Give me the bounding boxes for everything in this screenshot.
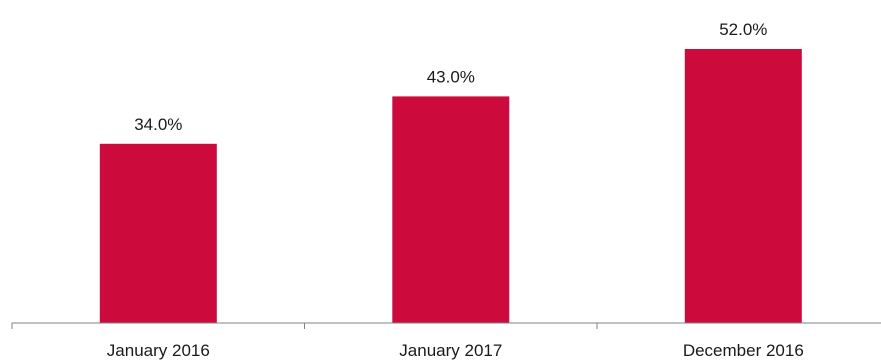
x-tick-label-2: January 2017 (399, 341, 502, 360)
bars-group (99, 49, 802, 324)
bar-2 (392, 96, 510, 324)
bar-1 (99, 143, 217, 323)
bar-3 (684, 49, 802, 323)
x-tick-labels-group: January 2016 January 2017 December 2016 (107, 341, 804, 360)
x-tick-label-3: December 2016 (683, 341, 804, 360)
x-tick-label-1: January 2016 (107, 341, 210, 360)
value-label-2: 43.0% (427, 67, 475, 86)
value-labels-group: 34.0% 43.0% 52.0% (134, 20, 767, 134)
value-label-1: 34.0% (134, 115, 182, 134)
x-axis (11, 322, 881, 329)
value-label-3: 52.0% (719, 20, 767, 39)
